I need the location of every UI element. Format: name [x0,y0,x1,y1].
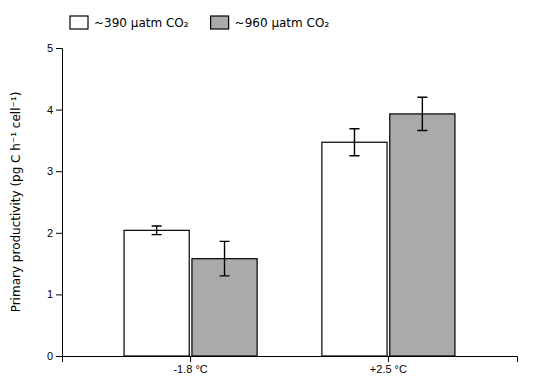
tick-label: 5 [47,42,53,54]
tick-label: 3 [47,165,53,177]
legend-label: ~960 μatm CO₂ [235,16,330,30]
tick-mark [56,171,62,172]
legend: ~390 μatm CO₂ ~960 μatm CO₂ [70,16,329,30]
tick-mark [388,356,389,362]
tick: 2 [47,227,62,239]
error-bar-line [349,129,359,156]
tick-label: 2 [47,227,53,239]
tick-label: 4 [47,104,53,116]
bar [390,114,455,356]
legend-swatch [70,16,88,29]
tick-mark [190,356,191,362]
tick: 5 [47,42,62,54]
marks [124,97,455,356]
series [124,129,387,356]
chart: 0 1 2 3 4 5 -1.8 °C +2.5 °C Primary productivity… [0,0,533,392]
tick: 0 [47,350,62,362]
legend-item: ~960 μatm CO₂ [211,16,330,30]
axis-line [56,49,63,357]
y-axis-title: Primary productivity (pg C h⁻¹ cell⁻¹) [9,92,23,313]
tick-label: +2.5 °C [370,363,407,375]
tick: +2.5 °C [370,356,407,375]
tick: -1.8 °C [173,356,207,375]
tick: 4 [47,104,62,116]
error-bar-line [417,97,427,130]
tick-label: 0 [47,350,53,362]
tick: 3 [47,165,62,177]
tick-mark [56,110,62,111]
error-bar [152,226,162,235]
series [192,97,455,356]
tick-label: 1 [47,288,53,300]
bar [124,230,189,356]
bar [322,142,387,356]
tick-label: -1.8 °C [173,363,207,375]
error-bar [349,129,359,156]
x-axis: -1.8 °C +2.5 °C [63,356,518,375]
tick-mark [56,294,62,295]
legend-item: ~390 μatm CO₂ [70,16,189,30]
y-axis: 0 1 2 3 4 5 [47,42,63,362]
tick: 1 [47,288,62,300]
error-bar [220,241,230,275]
legend-label: ~390 μatm CO₂ [94,16,189,30]
error-bar [417,97,427,130]
legend-swatch [211,16,229,29]
error-bar-line [152,226,162,235]
axis-line [63,357,518,363]
tick-mark [56,356,62,357]
plot-area: 0 1 2 3 4 5 -1.8 °C +2.5 °C [47,42,518,375]
tick-mark [56,233,62,234]
tick-mark [56,48,62,49]
error-bar-line [220,241,230,275]
